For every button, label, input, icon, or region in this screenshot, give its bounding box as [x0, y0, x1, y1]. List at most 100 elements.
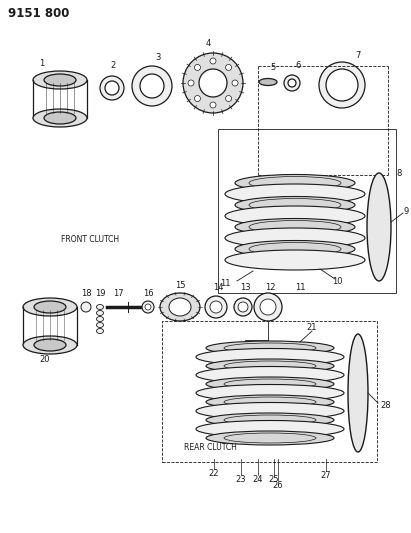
Text: 15: 15 — [175, 281, 185, 290]
Text: 3: 3 — [155, 52, 161, 61]
Text: 8: 8 — [396, 168, 402, 177]
Ellipse shape — [206, 377, 334, 391]
Text: 19: 19 — [95, 289, 105, 298]
Text: 24: 24 — [253, 475, 263, 484]
Text: 14: 14 — [213, 282, 223, 292]
Text: 1: 1 — [39, 60, 45, 69]
Ellipse shape — [142, 301, 154, 313]
Bar — [218, 129, 396, 293]
Ellipse shape — [225, 228, 365, 248]
Ellipse shape — [235, 197, 355, 214]
Ellipse shape — [97, 304, 104, 310]
Ellipse shape — [97, 322, 104, 327]
Ellipse shape — [226, 64, 231, 70]
Ellipse shape — [210, 58, 216, 64]
Ellipse shape — [33, 109, 87, 127]
Ellipse shape — [259, 78, 277, 85]
Text: 4: 4 — [206, 38, 210, 47]
Text: 2: 2 — [111, 61, 115, 70]
Text: 23: 23 — [236, 475, 246, 484]
Text: 27: 27 — [321, 472, 331, 481]
Ellipse shape — [199, 69, 227, 97]
Ellipse shape — [23, 336, 77, 354]
Ellipse shape — [206, 413, 334, 427]
Ellipse shape — [100, 76, 124, 100]
Ellipse shape — [23, 298, 77, 316]
Ellipse shape — [205, 296, 227, 318]
Text: 17: 17 — [113, 289, 123, 298]
Text: 21: 21 — [307, 324, 317, 333]
Ellipse shape — [206, 395, 334, 409]
Ellipse shape — [249, 243, 341, 255]
Ellipse shape — [284, 75, 300, 91]
Ellipse shape — [188, 80, 194, 86]
Ellipse shape — [234, 298, 252, 316]
Ellipse shape — [210, 102, 216, 108]
Text: 11: 11 — [295, 282, 305, 292]
Ellipse shape — [97, 317, 104, 321]
Text: 28: 28 — [380, 400, 390, 409]
Ellipse shape — [249, 221, 341, 233]
Ellipse shape — [232, 80, 238, 86]
Text: 20: 20 — [40, 354, 50, 364]
Ellipse shape — [224, 343, 316, 353]
Text: REAR CLUTCH: REAR CLUTCH — [184, 443, 236, 453]
Ellipse shape — [210, 301, 222, 313]
Ellipse shape — [249, 198, 341, 212]
Text: 22: 22 — [209, 470, 219, 479]
Text: 12: 12 — [265, 282, 275, 292]
Ellipse shape — [196, 349, 344, 366]
Ellipse shape — [326, 69, 358, 101]
Ellipse shape — [44, 112, 76, 124]
Ellipse shape — [169, 298, 191, 316]
Ellipse shape — [235, 174, 355, 191]
Text: 7: 7 — [356, 51, 361, 60]
Ellipse shape — [260, 299, 276, 315]
Ellipse shape — [225, 184, 365, 204]
Ellipse shape — [224, 361, 316, 371]
Ellipse shape — [132, 66, 172, 106]
Ellipse shape — [160, 293, 200, 321]
Ellipse shape — [34, 301, 66, 313]
Text: 26: 26 — [272, 481, 283, 490]
Ellipse shape — [196, 402, 344, 419]
Text: 9151 800: 9151 800 — [8, 7, 69, 20]
Ellipse shape — [183, 53, 243, 113]
Ellipse shape — [235, 219, 355, 236]
Ellipse shape — [194, 95, 201, 102]
Ellipse shape — [105, 81, 119, 95]
Text: 16: 16 — [143, 289, 153, 298]
Ellipse shape — [97, 328, 104, 334]
Ellipse shape — [140, 74, 164, 98]
Ellipse shape — [348, 334, 368, 452]
Ellipse shape — [238, 302, 248, 312]
Text: 5: 5 — [270, 62, 276, 71]
Ellipse shape — [196, 367, 344, 384]
Text: 13: 13 — [240, 282, 250, 292]
Ellipse shape — [44, 74, 76, 86]
Text: 10: 10 — [332, 277, 342, 286]
Ellipse shape — [224, 379, 316, 389]
Ellipse shape — [254, 293, 282, 321]
Ellipse shape — [194, 64, 201, 70]
Ellipse shape — [224, 415, 316, 425]
Ellipse shape — [225, 206, 365, 226]
Ellipse shape — [97, 311, 104, 316]
Text: 18: 18 — [81, 289, 91, 298]
Text: 9: 9 — [403, 206, 408, 215]
Ellipse shape — [225, 250, 365, 270]
Ellipse shape — [196, 421, 344, 438]
Ellipse shape — [145, 304, 151, 310]
Ellipse shape — [196, 384, 344, 401]
Ellipse shape — [288, 79, 296, 87]
Ellipse shape — [235, 240, 355, 257]
Ellipse shape — [249, 176, 341, 190]
Text: 25: 25 — [269, 475, 279, 484]
Ellipse shape — [206, 431, 334, 445]
Ellipse shape — [224, 397, 316, 407]
Ellipse shape — [206, 359, 334, 373]
Ellipse shape — [226, 95, 231, 102]
Ellipse shape — [224, 433, 316, 443]
Text: 11: 11 — [220, 279, 230, 287]
Text: 6: 6 — [296, 61, 301, 70]
